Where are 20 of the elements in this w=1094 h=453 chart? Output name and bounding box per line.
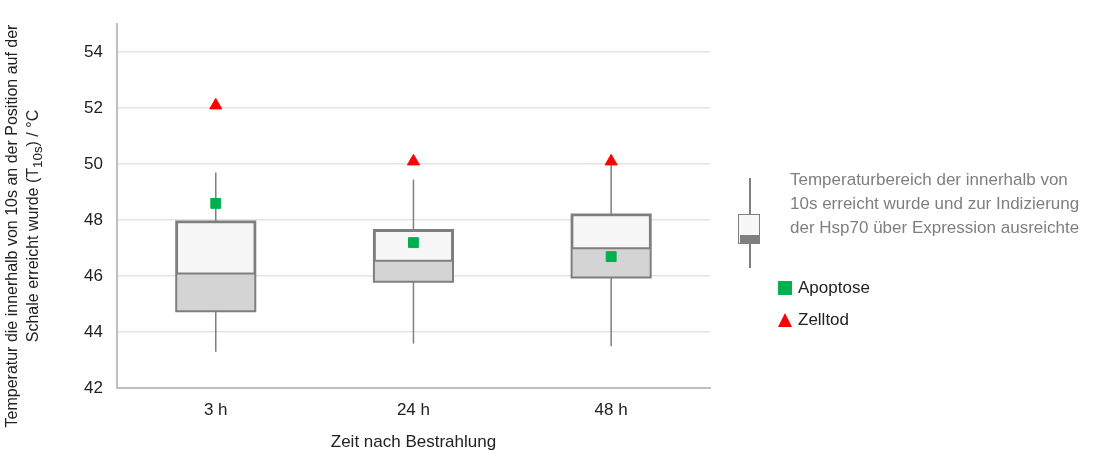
point: [209, 97, 223, 110]
point: [408, 237, 419, 249]
y-tick-label: 44: [83, 321, 103, 341]
y-tick-label: 52: [83, 97, 103, 117]
point: [605, 251, 617, 263]
y-tick-label: 50: [83, 153, 103, 173]
y-tick-label: 42: [83, 377, 103, 397]
y-tick-label: 48: [83, 209, 103, 229]
x-tick-label: 48 h: [594, 400, 628, 420]
x-axis-title: Zeit nach Bestrahlung: [330, 432, 497, 452]
point: [210, 197, 222, 209]
y-tick-label: 46: [83, 265, 103, 285]
y-tick-label: 54: [83, 41, 103, 61]
x-tick-label: 24 h: [396, 400, 430, 420]
text: Temperaturbereich der innerhalb von 10s erreicht wurde und zur Indizierung der Hsp70 über Expression ausreichte: [790, 169, 1081, 239]
point: [406, 153, 421, 166]
point: [604, 153, 618, 166]
legend-label: Zelltod: [798, 309, 850, 331]
legend-label: Apoptose: [798, 277, 870, 299]
x-tick-label: 3 h: [203, 400, 228, 420]
